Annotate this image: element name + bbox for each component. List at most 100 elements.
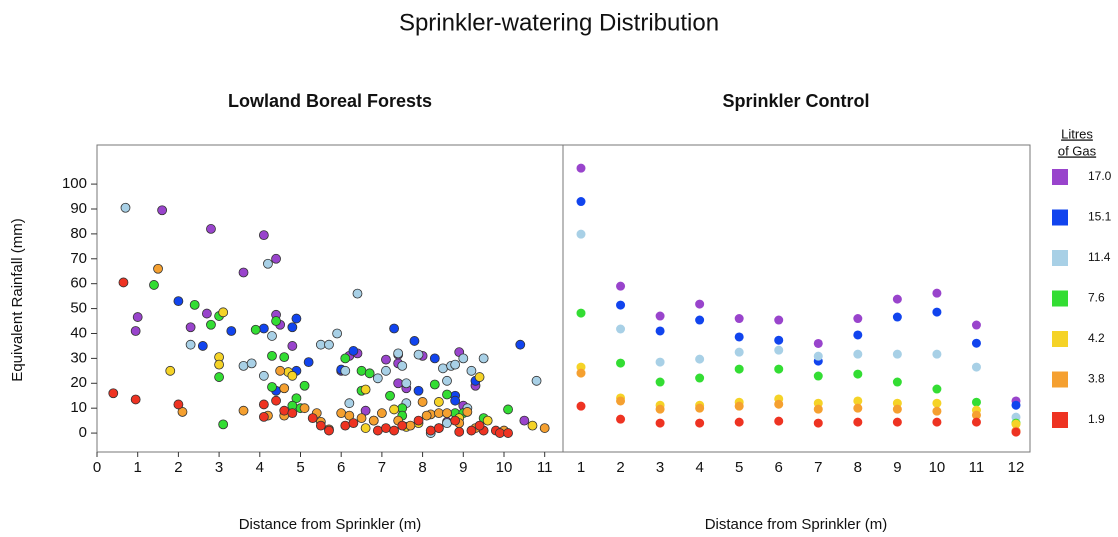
point <box>315 339 326 350</box>
y-tick-label: 10 <box>70 399 87 416</box>
point <box>813 351 823 361</box>
point <box>299 380 310 391</box>
point <box>932 406 942 416</box>
point <box>279 383 290 394</box>
point <box>360 384 371 395</box>
x-tick-label: 8 <box>418 459 426 476</box>
point <box>695 403 705 413</box>
point <box>695 373 705 383</box>
x-tick-label: 5 <box>296 459 304 476</box>
x-tick-label: 3 <box>215 459 223 476</box>
point <box>185 339 196 350</box>
point <box>734 332 744 342</box>
point <box>324 339 334 350</box>
point <box>201 308 212 319</box>
x-tick-label: 6 <box>337 459 345 476</box>
point <box>393 378 404 389</box>
x-tick-label: 0 <box>93 459 101 476</box>
point <box>971 417 981 427</box>
point <box>132 312 143 322</box>
point <box>218 307 229 318</box>
point <box>482 415 493 426</box>
point <box>336 408 347 419</box>
point <box>348 418 359 429</box>
point <box>389 323 400 334</box>
point <box>433 423 444 433</box>
y-axis-label: Equivalent Rainfall (mm) <box>9 218 26 381</box>
point <box>774 416 784 426</box>
point <box>218 419 229 430</box>
point <box>108 388 119 399</box>
point <box>539 423 550 433</box>
point <box>381 423 391 433</box>
point <box>258 399 269 410</box>
point <box>279 352 290 363</box>
x-tick-label: 7 <box>814 459 822 476</box>
point <box>417 397 428 407</box>
point <box>531 375 542 386</box>
point <box>401 378 412 389</box>
point <box>1011 400 1021 410</box>
point <box>892 349 902 359</box>
point <box>442 389 452 400</box>
point <box>405 420 416 431</box>
legend-swatch <box>1052 331 1068 347</box>
x-tick-label: 5 <box>735 459 743 476</box>
point <box>616 300 626 310</box>
x-tick-label: 3 <box>656 459 664 476</box>
point <box>173 296 184 307</box>
x-tick-label: 8 <box>854 459 862 476</box>
point <box>576 197 586 207</box>
point <box>438 363 448 374</box>
x-tick-label: 10 <box>496 459 513 476</box>
legend-swatch <box>1052 371 1068 388</box>
point <box>813 404 823 414</box>
point <box>214 372 224 382</box>
point <box>381 354 391 365</box>
point <box>433 397 444 407</box>
point <box>932 307 942 317</box>
y-tick-label: 0 <box>79 424 87 441</box>
point <box>774 364 784 374</box>
point <box>932 384 942 394</box>
point <box>389 404 400 415</box>
point <box>892 312 902 322</box>
point <box>853 349 863 359</box>
point <box>474 420 485 431</box>
legend-title: Litres <box>1061 126 1093 141</box>
point <box>360 405 371 416</box>
point <box>450 359 461 370</box>
point <box>376 408 387 419</box>
y-tick-label: 80 <box>70 225 87 242</box>
point <box>153 263 163 274</box>
point <box>226 326 237 336</box>
point <box>458 353 469 364</box>
point <box>478 353 489 364</box>
point <box>185 322 196 333</box>
point <box>157 205 168 216</box>
x-tick-label: 9 <box>459 459 467 476</box>
point <box>616 414 626 424</box>
y-tick-label: 60 <box>70 275 87 292</box>
point <box>450 395 461 406</box>
point <box>576 401 586 411</box>
point <box>315 420 326 431</box>
point <box>519 415 530 426</box>
point <box>466 365 477 376</box>
x-axis-label: Distance from Sprinkler (m) <box>705 516 888 533</box>
x-tick-label: 6 <box>775 459 783 476</box>
point <box>299 403 310 414</box>
x-tick-label: 2 <box>616 459 624 476</box>
point <box>442 375 452 386</box>
legend-label: 7.6 <box>1088 291 1105 305</box>
point <box>462 407 473 417</box>
point <box>853 417 863 427</box>
point <box>892 417 902 427</box>
point <box>267 382 277 392</box>
point <box>348 346 359 356</box>
point <box>655 404 665 414</box>
point <box>238 360 249 371</box>
panel-title: Lowland Boreal Forests <box>228 91 432 111</box>
point <box>853 396 863 406</box>
point <box>892 404 902 414</box>
